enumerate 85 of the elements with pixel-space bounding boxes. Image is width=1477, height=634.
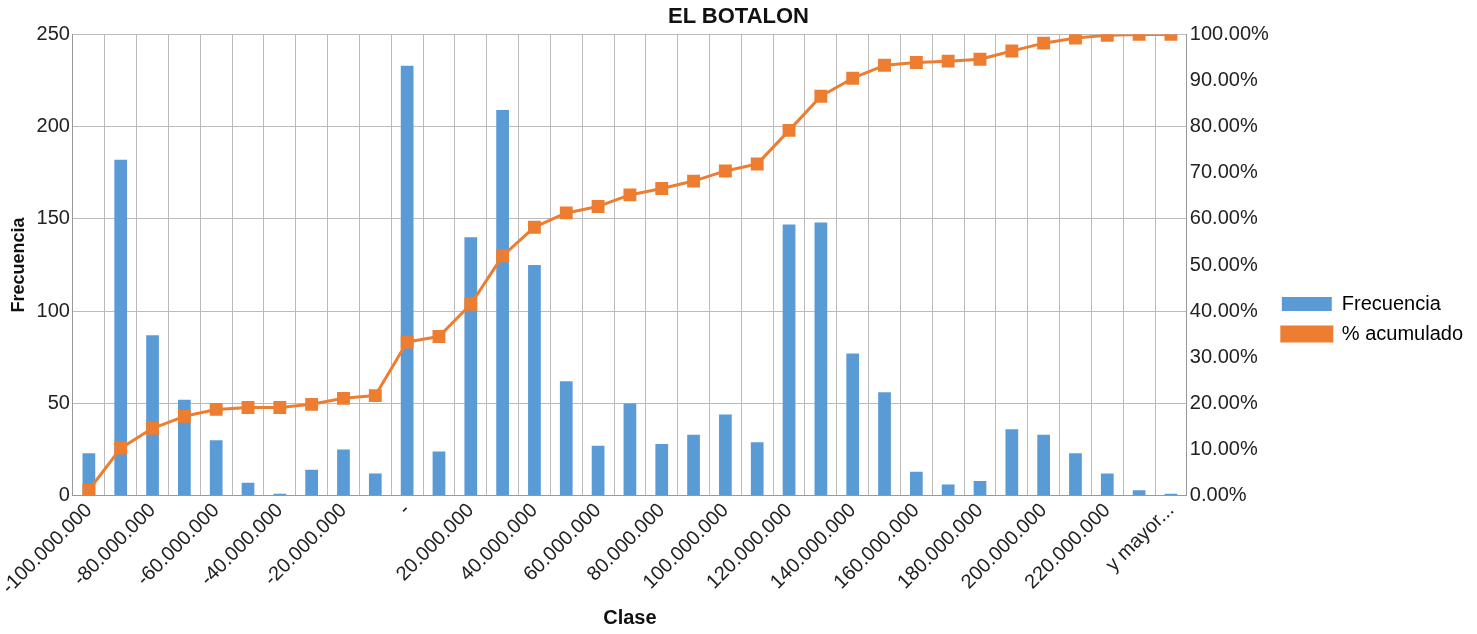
bar [941,484,955,496]
chart-title: EL BOTALON [668,3,809,29]
point [146,421,159,435]
bar [655,444,669,496]
y-tick-label: 150 [36,206,70,229]
bar [1069,453,1082,496]
point [114,441,128,455]
point [305,397,319,411]
point [750,157,764,171]
point [973,52,987,66]
bar [1037,434,1051,496]
legend-label: Frecuencia [1341,291,1442,314]
point [941,54,955,68]
bar [1100,473,1114,496]
bar [432,451,446,496]
point [496,249,510,263]
point [82,483,96,496]
point [718,164,732,178]
y2-tick-label: 10.00% [1189,437,1258,460]
y-tick-label: 200 [36,114,70,137]
point [687,174,701,188]
bar [846,353,860,496]
legend-label: % acumulado [1341,321,1464,344]
y2-tick-label: 50.00% [1189,252,1258,275]
bar [1132,490,1146,496]
y2-tick-label: 70.00% [1189,160,1258,183]
bar [209,440,223,496]
point [655,182,669,195]
bar [1005,429,1019,496]
y2-tick-label: 40.00% [1189,298,1258,321]
y2-tick-label: 20.00% [1189,390,1258,413]
point [241,401,255,415]
point [559,206,573,220]
point [878,58,891,72]
bar [973,480,987,496]
point [273,401,287,415]
point [814,89,828,103]
bar [719,414,732,496]
y2-tick-label: 60.00% [1189,206,1258,229]
point [1037,36,1051,50]
bar [591,445,605,496]
bar [114,159,128,496]
y-tick-label: 250 [36,21,70,44]
bar [305,469,319,496]
bar [878,392,891,496]
bar [750,442,764,496]
point [623,188,637,202]
point [1005,44,1019,58]
bar [623,403,637,496]
bar [782,224,796,496]
bar [368,473,382,496]
point [464,297,478,311]
point [909,56,923,69]
point [591,200,605,213]
y2-tick-label: 80.00% [1189,114,1258,137]
point [177,409,191,423]
point [337,391,350,405]
y2-tick-label: 0.00% [1189,483,1247,506]
bar [241,482,255,496]
bar [337,449,350,496]
bar [146,335,159,496]
bar [400,65,414,496]
point [209,402,223,416]
point [368,389,382,403]
y2-tick-label: 90.00% [1189,68,1258,91]
bar [528,265,541,496]
y-tick-label: 0 [58,483,70,506]
bar [464,237,478,496]
bar [909,471,923,496]
y-tick-label: 50 [47,390,70,413]
bar [814,222,828,496]
point [432,330,446,343]
y2-tick-label: 30.00% [1189,344,1258,367]
y-axis-title: Frecuencia [7,216,28,313]
point [1069,34,1082,45]
x-axis-title: Clase [603,605,657,628]
point [782,123,796,137]
point [846,71,860,85]
point [527,220,541,234]
point [400,335,414,349]
bar [496,110,509,496]
bar [687,434,700,496]
y2-tick-label: 100.00% [1189,21,1270,44]
y-tick-label: 100 [36,298,70,321]
bar [559,381,573,496]
